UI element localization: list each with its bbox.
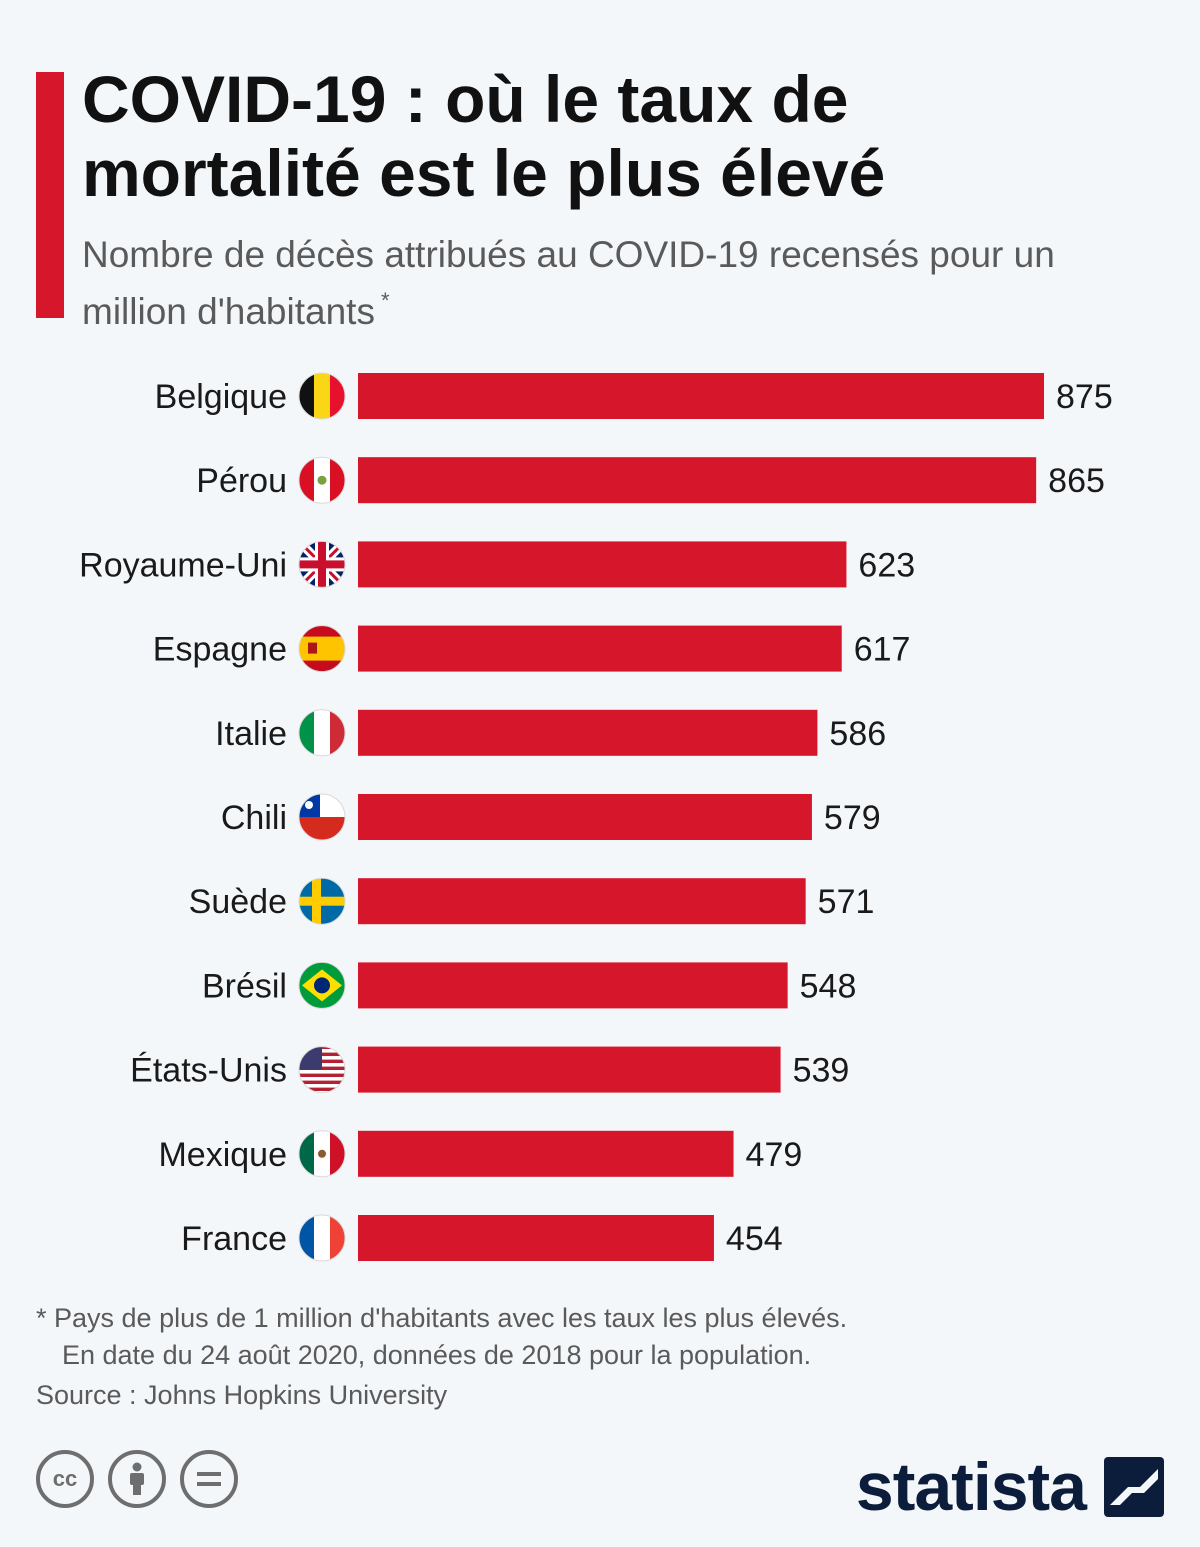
title-accent-bar — [36, 72, 64, 318]
category-label: Belgique — [155, 378, 287, 416]
spain-flag-icon — [298, 625, 346, 673]
bar — [358, 1215, 714, 1261]
footnote-line-2: En date du 24 août 2020, données de 2018… — [62, 1340, 812, 1370]
brazil-flag-icon — [298, 961, 346, 1009]
belgium-flag-icon — [298, 372, 346, 420]
equals-icon — [197, 1472, 221, 1486]
category-label: Royaume-Uni — [79, 546, 287, 584]
bar — [358, 541, 847, 588]
statista-wordmark: statista — [855, 1449, 1087, 1525]
bar — [358, 625, 842, 672]
value-label: 617 — [854, 631, 911, 669]
value-label: 571 — [818, 883, 875, 921]
category-label: Pérou — [196, 462, 287, 500]
category-label: France — [181, 1220, 287, 1258]
license-icons: cc — [36, 1450, 238, 1508]
bar — [358, 373, 1044, 419]
value-label: 579 — [824, 799, 881, 837]
bar — [358, 1130, 734, 1177]
chart-subtitle: Nombre de décès attribués au COVID-19 re… — [82, 232, 1162, 335]
category-label: Espagne — [153, 631, 287, 669]
italy-flag-icon — [298, 709, 346, 757]
category-label: Suède — [189, 883, 287, 921]
value-label: 875 — [1056, 378, 1113, 416]
value-label: 454 — [726, 1220, 783, 1258]
usa-flag-icon — [298, 1046, 346, 1094]
bar — [358, 709, 818, 756]
footnote: * Pays de plus de 1 million d'habitants … — [36, 1300, 1156, 1374]
value-label: 548 — [800, 967, 857, 1005]
value-label: 539 — [793, 1052, 850, 1090]
bar — [358, 878, 806, 925]
chart-title: COVID-19 : où le taux de mortalité est l… — [82, 62, 886, 210]
statista-logo-icon — [1104, 1457, 1164, 1517]
peru-flag-icon — [298, 456, 346, 504]
nd-icon[interactable] — [180, 1450, 238, 1508]
value-label: 479 — [746, 1136, 803, 1174]
uk-flag-icon — [298, 540, 346, 588]
category-label: Italie — [215, 715, 287, 753]
mexico-flag-icon — [298, 1130, 346, 1178]
category-label: États-Unis — [130, 1052, 287, 1090]
cc-icon[interactable]: cc — [36, 1450, 94, 1508]
footnote-line-1: * Pays de plus de 1 million d'habitants … — [36, 1303, 848, 1333]
sweden-flag-icon — [298, 877, 346, 925]
category-label: Chili — [221, 799, 287, 837]
bar — [358, 457, 1037, 504]
bar — [358, 962, 788, 1009]
value-label: 586 — [829, 715, 886, 753]
value-label: 623 — [858, 546, 915, 584]
by-icon[interactable] — [108, 1450, 166, 1508]
bar-chart: Belgique 875 Pérou 865 Royaume-Uni 623 Espagne… — [79, 372, 1113, 1262]
chile-flag-icon — [298, 793, 346, 841]
person-icon — [130, 1462, 144, 1495]
statista-logo[interactable]: statista — [856, 1448, 1164, 1526]
bar — [358, 794, 812, 840]
france-flag-icon — [298, 1214, 346, 1262]
subtitle-footnote-mark: * — [380, 288, 390, 313]
source-text: Source : Johns Hopkins University — [36, 1380, 448, 1410]
category-label: Brésil — [202, 967, 287, 1005]
value-label: 865 — [1048, 462, 1105, 500]
bar — [358, 1046, 781, 1093]
category-label: Mexique — [158, 1136, 287, 1174]
subtitle-text: Nombre de décès attribués au COVID-19 re… — [82, 234, 1055, 332]
